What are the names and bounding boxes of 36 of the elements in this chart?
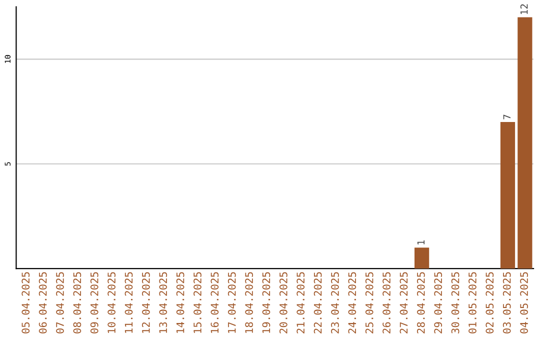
bar: [414, 248, 430, 269]
bar: [518, 17, 532, 269]
x-tick-label: 13.04.2025: [159, 272, 168, 333]
x-tick-label: 11.04.2025: [124, 272, 133, 333]
x-tick-label: 15.04.2025: [194, 272, 202, 333]
x-tick-label: 09.04.2025: [90, 272, 98, 334]
x-tick-label: 01.05.2025: [468, 272, 476, 334]
x-tick-label: 10.04.2025: [108, 272, 116, 333]
data-label: 1: [417, 240, 425, 244]
x-tick-label: 30.04.2025: [451, 272, 460, 334]
x-tick-label: 29.04.2025: [434, 272, 442, 334]
x-tick-label: 23.04.2025: [331, 272, 339, 334]
x-tick-label: 19.04.2025: [262, 272, 270, 333]
x-tick-label: 07.04.2025: [56, 272, 64, 334]
x-tick-label: 04.05.2025: [520, 272, 528, 334]
x-tick-label: 20.04.2025: [279, 272, 288, 334]
x-tick-label: 26.04.2025: [382, 272, 390, 334]
data-label: 12: [520, 4, 528, 14]
x-tick-label: 03.05.2025: [502, 272, 511, 334]
x-tick-label: 24.04.2025: [348, 272, 356, 334]
x-tick-label: 02.05.2025: [486, 272, 494, 334]
x-tick-label: 21.04.2025: [296, 272, 305, 334]
x-tick-label: 08.04.2025: [73, 272, 82, 334]
x-tick-label: 14.04.2025: [176, 272, 184, 333]
x-tick-label: 27.04.2025: [400, 272, 408, 334]
data-label: 7: [503, 114, 510, 120]
x-tick-label: 06.04.2025: [38, 272, 47, 334]
x-tick-label: 18.04.2025: [245, 272, 253, 333]
x-tick-label: 22.04.2025: [314, 272, 322, 334]
x-tick-label: 05.04.2025: [22, 272, 30, 334]
x-tick-label: 12.04.2025: [142, 272, 150, 333]
bar: [500, 122, 516, 269]
x-tick-label: 25.04.2025: [365, 272, 374, 334]
x-tick-label: 16.04.2025: [210, 272, 219, 333]
x-tick-label: 17.04.2025: [228, 272, 236, 333]
x-tick-label: 28.04.2025: [416, 272, 425, 334]
